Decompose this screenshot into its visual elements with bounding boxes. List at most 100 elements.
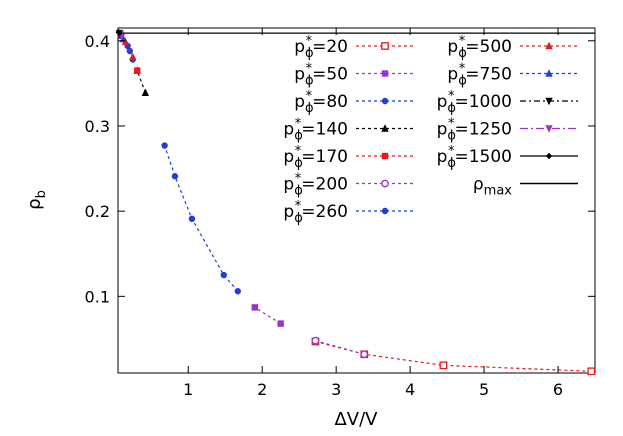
series-p20 xyxy=(311,337,596,376)
legend-phi: ϕ xyxy=(305,46,314,61)
data-point xyxy=(277,320,284,327)
y-axis-label-sub: b xyxy=(34,190,49,198)
x-tick-label: 2 xyxy=(257,380,267,399)
legend-phi: ϕ xyxy=(447,129,456,144)
legend-p: p xyxy=(437,92,448,112)
data-point xyxy=(234,288,242,295)
legend-value: =1000 xyxy=(454,92,512,112)
legend-phi: ϕ xyxy=(458,74,467,89)
legend-value: =20 xyxy=(312,37,348,57)
legend-p: p xyxy=(294,65,305,85)
legend-p: p xyxy=(437,147,448,167)
legend-marker xyxy=(381,70,389,77)
legend-p: p xyxy=(294,37,305,57)
data-point xyxy=(439,361,448,370)
legend-label: pϕ*=20 xyxy=(294,34,348,61)
legend-value: =1500 xyxy=(454,147,512,167)
legend-marker xyxy=(381,179,389,188)
legend-phi: ϕ xyxy=(305,74,314,89)
series-p80 xyxy=(161,142,242,295)
legend-label: pϕ*=200 xyxy=(283,172,348,199)
legend-entry-p200: pϕ*=200 xyxy=(283,172,414,199)
series-p200 xyxy=(311,336,369,359)
y-tick-label: 0.1 xyxy=(85,287,110,306)
data-point xyxy=(251,304,259,311)
legend-entry-p20: pϕ*=20 xyxy=(294,34,414,61)
series-p1500 xyxy=(115,29,123,37)
series-line xyxy=(254,306,282,325)
legend-label: pϕ*=1000 xyxy=(437,89,512,116)
legend-marker xyxy=(381,152,389,160)
data-point xyxy=(171,173,179,180)
data-point xyxy=(141,88,150,96)
x-tick-label: 1 xyxy=(183,380,193,399)
legend-phi: ϕ xyxy=(294,184,303,199)
legend-label: pϕ*=750 xyxy=(447,62,512,89)
series-line xyxy=(136,70,146,93)
legend-label: pϕ*=500 xyxy=(447,34,512,61)
legend-p: p xyxy=(283,120,294,140)
y-axis-label-base: ρ xyxy=(24,198,45,209)
data-point xyxy=(129,52,137,61)
legend-entry-p1000: pϕ*=1000 xyxy=(437,89,578,116)
legend-p: p xyxy=(283,202,294,222)
legend-label: ρmax xyxy=(473,175,512,199)
legend-value: =750 xyxy=(465,65,512,85)
legend-p: p xyxy=(283,175,294,195)
legend-entry-p1500: pϕ*=1500 xyxy=(437,144,578,171)
legend-entry-p1250: pϕ*=1250 xyxy=(437,117,578,144)
legend-marker xyxy=(381,207,389,215)
legend-label: pϕ*=1250 xyxy=(437,117,512,144)
legend-star: * xyxy=(306,89,313,104)
legend-label: pϕ*=170 xyxy=(283,144,348,171)
legend: pϕ*=20pϕ*=50pϕ*=80pϕ*=140pϕ*=170pϕ*=200p… xyxy=(283,34,578,226)
legend-entry-p80: pϕ*=80 xyxy=(294,89,414,116)
y-axis-label: ρb xyxy=(24,190,49,210)
legend-star: * xyxy=(448,89,455,104)
legend-phi: ϕ xyxy=(458,46,467,61)
legend-label: pϕ*=80 xyxy=(294,89,348,116)
data-point xyxy=(161,142,168,149)
legend-label: pϕ*=260 xyxy=(283,199,348,226)
legend-star: * xyxy=(306,62,313,77)
x-axis-label: ΔV/V xyxy=(334,409,378,430)
data-point xyxy=(311,336,320,345)
legend-star: * xyxy=(448,144,455,159)
legend-phi: ϕ xyxy=(294,129,303,144)
legend-marker xyxy=(545,125,553,133)
legend-phi: ϕ xyxy=(294,211,303,226)
legend-rho: ρ xyxy=(473,175,484,195)
data-curves xyxy=(115,29,596,376)
legend-value: =500 xyxy=(465,37,512,57)
legend-label: pϕ*=1500 xyxy=(437,144,512,171)
series-line xyxy=(164,145,239,292)
data-point xyxy=(188,215,196,223)
legend-marker xyxy=(545,97,553,106)
axes: 1 2 3 4 5 6 0.1 0.2 0.3 0.4 xyxy=(85,28,595,399)
x-tick-label: 5 xyxy=(479,380,489,399)
legend-marker xyxy=(381,124,389,132)
legend-p: p xyxy=(437,120,448,140)
legend-entry-p750: pϕ*=750 xyxy=(447,62,578,89)
legend-p: p xyxy=(294,92,305,112)
legend-entry-p260: pϕ*=260 xyxy=(283,199,414,226)
legend-marker xyxy=(545,69,553,77)
legend-marker xyxy=(381,42,389,50)
data-point xyxy=(115,29,122,36)
y-tick-label: 0.3 xyxy=(85,117,110,136)
data-point xyxy=(360,350,369,359)
series-line xyxy=(315,340,592,372)
series-p50 xyxy=(251,304,284,327)
legend-star: * xyxy=(295,172,302,187)
series-line xyxy=(315,340,365,355)
x-tick-label: 6 xyxy=(553,380,563,399)
legend-star: * xyxy=(306,34,313,49)
y-tick-label: 0.4 xyxy=(85,32,110,51)
data-point xyxy=(587,367,596,376)
legend-star: * xyxy=(459,34,466,49)
legend-value: =50 xyxy=(312,65,348,85)
legend-phi: ϕ xyxy=(294,156,303,171)
legend-value: =80 xyxy=(312,92,348,112)
legend-phi: ϕ xyxy=(447,156,456,171)
